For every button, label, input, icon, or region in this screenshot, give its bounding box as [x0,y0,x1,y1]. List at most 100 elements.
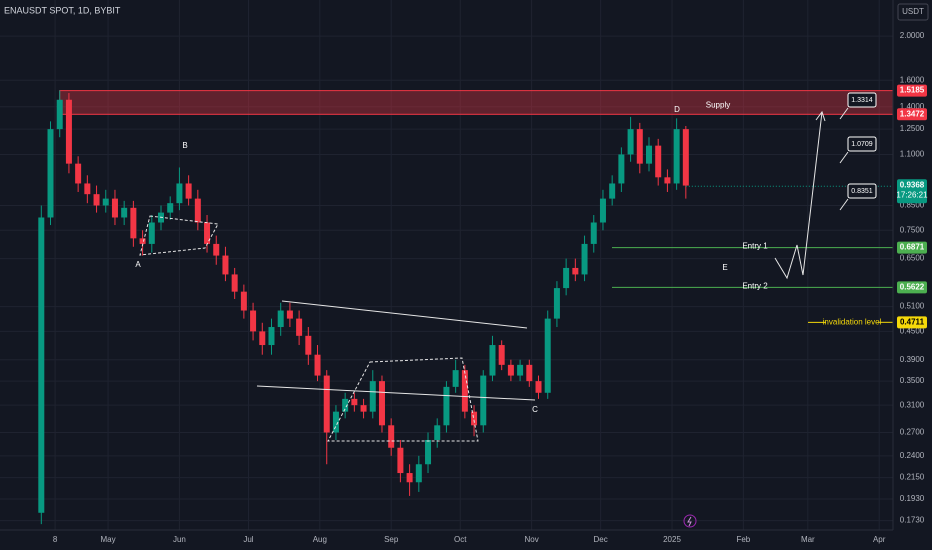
y-tick-label: 0.4500 [900,326,925,335]
wave-label: A [135,260,141,269]
price-tag [897,108,927,121]
candle-body [526,364,533,382]
range-box [327,357,479,442]
x-tick-label: 2025 [663,535,681,544]
x-tick-label: Dec [594,535,608,544]
target-box [847,92,877,108]
candle-body [75,163,82,184]
candle-body [397,447,404,474]
plot: Supply Entry 1 Entry 2 invalidation level 1.… [38,90,894,525]
candle-body [250,310,257,332]
currency[interactable]: USDT [902,7,924,16]
x-tick-label: Sep [384,535,399,544]
y-tick-label: 0.7500 [900,225,925,234]
candle-body [553,288,560,319]
candle-body [443,386,450,426]
candle-body [609,183,616,199]
event-icon[interactable] [683,514,697,528]
wave-label: C [532,405,538,414]
candle-body [222,255,229,275]
candle-body [93,194,100,206]
invalidation-label: invalidation level [823,317,882,326]
candle-body [673,129,680,184]
x-tick-label: Mar [801,535,815,544]
y-tick-label: 1.4000 [900,102,925,111]
candle-body [360,405,367,412]
candle-body [517,364,524,376]
countdown: 17:26:21 [896,190,928,199]
x-tick-label: Jul [243,535,253,544]
candle-body [268,327,275,346]
candle-body [471,411,478,426]
leader [839,151,849,164]
candle-body [590,222,597,244]
candle-body [378,381,385,426]
candle-body [139,238,146,244]
candle-body [544,318,551,393]
price-tag [897,281,927,294]
candle-body [305,335,312,355]
candle-body [286,310,293,319]
candle-body [636,129,643,164]
price-tag-label: 0.9368 [900,180,925,189]
candle-body [563,267,570,289]
y-tick-label: 1.6000 [900,75,925,84]
y-tick-label: 1.2500 [900,124,925,133]
x-tick-label: Jun [173,535,186,544]
candle-body [646,145,652,164]
candle-body [231,274,238,292]
leader [839,107,849,120]
entry-label: Entry 1 [742,242,768,251]
x-tick-label: Oct [454,535,467,544]
candle-body [121,207,128,218]
candle-body [599,198,606,223]
supply-label: Supply [706,101,730,110]
candle-body [185,183,192,199]
target-box [847,183,877,199]
candle-body [342,398,349,412]
wave-label: E [722,263,727,272]
candle-body [204,222,211,244]
candle-body [415,464,422,483]
candle-body [38,217,45,513]
candle-body [434,425,441,440]
candle-body [369,381,376,412]
x-tick-label: Aug [313,535,327,544]
candle-body [56,99,63,130]
x-tick-label: May [100,535,115,544]
candle-body [452,370,459,387]
candle-body [618,154,625,184]
y-tick-label: 0.3500 [900,376,925,385]
price-tag [897,316,927,329]
price-tag-label: 0.4711 [900,317,925,326]
flag [139,215,219,256]
candle-body [498,345,505,365]
y-tick-label: 0.6500 [900,254,925,263]
target-label: 1.0709 [851,141,873,148]
candle-body [682,129,689,186]
candle-body [480,375,487,426]
candle-body [194,198,201,223]
trendline [281,300,528,329]
candle-body [296,318,303,336]
currency-button[interactable] [897,3,929,21]
candle-body [655,145,662,178]
y-tick-label: 0.2150 [900,473,925,482]
candle-body [65,99,72,164]
y-tick-label: 2.0000 [900,31,925,40]
y-tick-label: 0.5100 [900,302,925,311]
candle-body [489,345,496,376]
y-tick-label: 1.1000 [900,150,925,159]
y-tick-label: 0.3100 [900,400,925,409]
candle-body [332,411,339,433]
price-tag-label: 0.6871 [900,243,925,252]
target-box [847,136,877,152]
chart-title: ENAUSDT SPOT, 1D, BYBIT [4,5,121,15]
candle-body [581,243,588,275]
candle-body [111,198,118,218]
candle-body [314,354,321,376]
candle-body [102,198,109,206]
price-tag [897,179,927,204]
